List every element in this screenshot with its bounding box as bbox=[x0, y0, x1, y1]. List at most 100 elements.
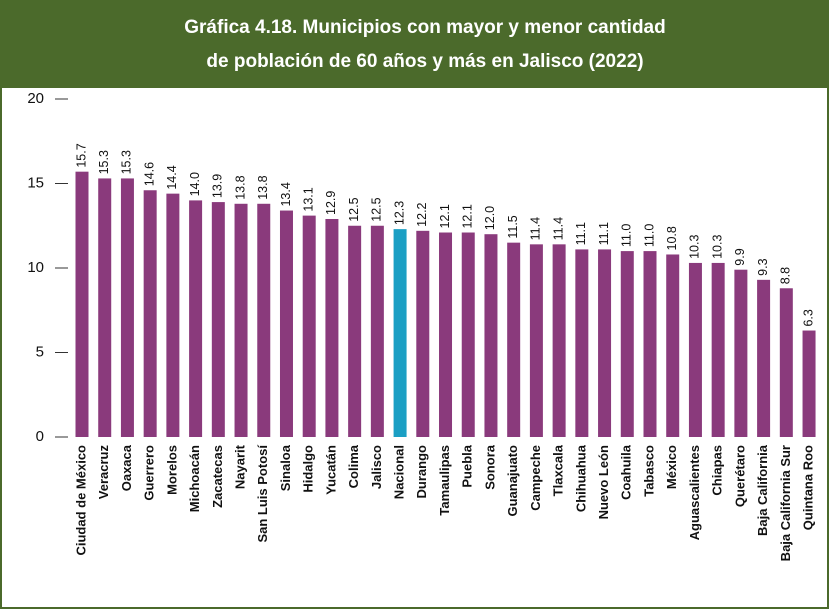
x-tick-label: Quintana Roo bbox=[800, 445, 815, 530]
value-label: 13.1 bbox=[301, 187, 315, 211]
value-label: 12.0 bbox=[483, 206, 497, 230]
bar bbox=[325, 218, 339, 437]
bar bbox=[688, 262, 702, 437]
x-tick-label: Tamaulipas bbox=[437, 445, 452, 516]
bar bbox=[166, 193, 180, 437]
value-label: 15.7 bbox=[74, 143, 88, 167]
value-label: 13.8 bbox=[233, 175, 247, 199]
value-label: 14.4 bbox=[165, 165, 179, 189]
value-label: 13.4 bbox=[279, 182, 293, 206]
value-label: 12.9 bbox=[324, 191, 338, 215]
bar bbox=[484, 234, 498, 437]
x-tick-label: Chiapas bbox=[710, 445, 725, 496]
x-tick-label: Veracruz bbox=[96, 445, 111, 500]
bar bbox=[598, 249, 612, 437]
x-tick-label: Campeche bbox=[528, 445, 543, 511]
value-label: 14.0 bbox=[188, 172, 202, 196]
bar bbox=[143, 190, 157, 437]
value-label: 11.1 bbox=[597, 222, 611, 245]
value-label: 13.8 bbox=[256, 175, 270, 199]
bar bbox=[575, 249, 589, 437]
value-label: 10.3 bbox=[710, 235, 724, 259]
x-tick-label: Aguascalientes bbox=[687, 445, 702, 540]
value-label: 12.1 bbox=[461, 204, 475, 228]
bar bbox=[734, 269, 748, 437]
value-label: 15.3 bbox=[97, 150, 111, 174]
bar bbox=[643, 251, 657, 437]
value-label: 9.3 bbox=[756, 258, 770, 275]
bar bbox=[279, 210, 293, 437]
bar bbox=[120, 178, 134, 437]
chart-title: de población de 60 años y más en Jalisco… bbox=[206, 51, 643, 72]
bar bbox=[393, 229, 407, 437]
value-label: 12.2 bbox=[415, 202, 429, 226]
bar bbox=[302, 215, 316, 437]
value-label: 12.1 bbox=[438, 204, 452, 228]
value-label: 10.8 bbox=[665, 226, 679, 250]
bar bbox=[711, 262, 725, 437]
x-tick-label: Colima bbox=[346, 444, 361, 488]
x-tick-label: Jalisco bbox=[369, 445, 384, 489]
y-tick-label: 5 bbox=[36, 343, 44, 360]
value-label: 11.4 bbox=[529, 217, 543, 240]
value-label: 13.9 bbox=[211, 174, 225, 198]
bar bbox=[757, 279, 771, 437]
bar bbox=[189, 200, 203, 437]
x-tick-label: Querétaro bbox=[732, 445, 747, 507]
x-tick-label: Nayarit bbox=[232, 444, 247, 489]
x-tick-label: México bbox=[664, 445, 679, 489]
bar bbox=[439, 232, 453, 437]
value-label: 12.5 bbox=[347, 197, 361, 221]
x-tick-label: Tabasco bbox=[641, 445, 656, 497]
x-tick-label: Ciudad de México bbox=[73, 445, 88, 556]
bar bbox=[529, 244, 543, 437]
x-tick-label: Baja California bbox=[755, 444, 770, 536]
x-tick-label: Baja California Sur bbox=[778, 445, 793, 561]
value-label: 11.0 bbox=[642, 224, 656, 247]
value-label: 14.6 bbox=[142, 162, 156, 186]
x-tick-label: Oaxaca bbox=[119, 444, 134, 491]
bar bbox=[75, 171, 89, 438]
bar bbox=[779, 288, 793, 437]
value-label: 11.4 bbox=[551, 217, 565, 240]
x-tick-label: Guanajuato bbox=[505, 445, 520, 517]
x-tick-label: Yucatán bbox=[323, 445, 338, 495]
value-label: 10.3 bbox=[688, 235, 702, 259]
value-label: 11.5 bbox=[506, 215, 520, 238]
x-tick-label: Nacional bbox=[392, 445, 407, 499]
x-tick-label: Zacatecas bbox=[210, 445, 225, 508]
value-label: 12.5 bbox=[370, 197, 384, 221]
x-tick-label: San Luis Potosí bbox=[255, 445, 270, 543]
bar bbox=[234, 203, 248, 437]
bar bbox=[620, 251, 634, 437]
value-label: 15.3 bbox=[120, 150, 134, 174]
value-label: 11.0 bbox=[620, 224, 634, 247]
bar bbox=[416, 230, 430, 437]
bar bbox=[370, 225, 384, 437]
x-tick-label: Michoacán bbox=[187, 445, 202, 512]
bar bbox=[802, 330, 816, 437]
x-tick-label: Sinaloa bbox=[278, 444, 293, 491]
bar bbox=[348, 225, 362, 437]
value-label: 6.3 bbox=[801, 309, 815, 326]
bar bbox=[552, 244, 566, 437]
y-tick-label: 0 bbox=[36, 428, 44, 445]
title-band bbox=[0, 0, 829, 88]
bar bbox=[666, 254, 680, 437]
x-tick-label: Tlaxcala bbox=[551, 444, 566, 496]
x-tick-label: Hidalgo bbox=[301, 445, 316, 493]
x-tick-label: Coahuila bbox=[619, 444, 634, 500]
x-tick-label: Sonora bbox=[482, 444, 497, 490]
chart-title: Gráfica 4.18. Municipios con mayor y men… bbox=[184, 17, 665, 38]
bar bbox=[461, 232, 475, 437]
value-label: 9.9 bbox=[733, 248, 747, 265]
bar bbox=[507, 242, 521, 437]
value-label: 8.8 bbox=[779, 267, 793, 284]
x-tick-label: Morelos bbox=[164, 445, 179, 495]
y-tick-label: 15 bbox=[27, 174, 44, 191]
value-label: 12.3 bbox=[392, 201, 406, 225]
bar bbox=[257, 203, 271, 437]
y-tick-label: 20 bbox=[27, 90, 44, 107]
x-tick-label: Chihuahua bbox=[573, 444, 588, 512]
